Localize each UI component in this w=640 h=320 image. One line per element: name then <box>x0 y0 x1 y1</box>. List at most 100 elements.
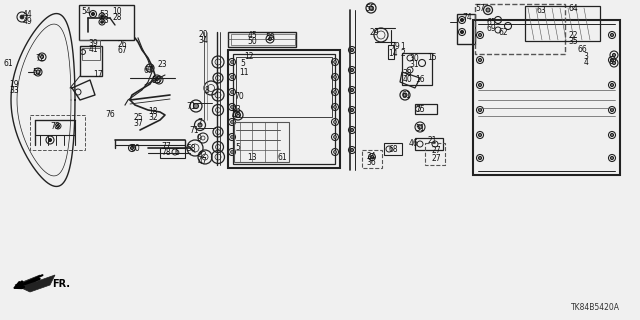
Text: 21: 21 <box>428 135 436 145</box>
Circle shape <box>230 76 234 78</box>
Circle shape <box>351 49 353 52</box>
Text: 48: 48 <box>231 110 241 119</box>
Text: 71: 71 <box>186 101 196 110</box>
Circle shape <box>461 30 463 34</box>
Bar <box>30 115 85 150</box>
Circle shape <box>193 103 198 108</box>
Circle shape <box>230 60 234 63</box>
Polygon shape <box>15 275 55 292</box>
Bar <box>79 5 134 40</box>
Circle shape <box>269 37 271 41</box>
Text: 25: 25 <box>133 113 143 122</box>
Circle shape <box>333 91 337 93</box>
Circle shape <box>612 61 616 65</box>
Text: 32: 32 <box>148 113 158 122</box>
Circle shape <box>236 113 241 117</box>
Bar <box>160 148 185 158</box>
Text: 74: 74 <box>462 12 472 21</box>
Circle shape <box>101 15 103 17</box>
Text: 64: 64 <box>568 4 578 12</box>
Text: 13: 13 <box>247 153 257 162</box>
Circle shape <box>333 76 337 78</box>
Circle shape <box>333 121 337 124</box>
Text: 5: 5 <box>241 59 245 68</box>
Bar <box>457 14 475 44</box>
Circle shape <box>156 77 159 81</box>
Circle shape <box>479 108 481 111</box>
Text: 58: 58 <box>186 143 196 153</box>
Text: TK84B5420A: TK84B5420A <box>571 303 620 313</box>
Circle shape <box>131 147 134 149</box>
Bar <box>228 50 340 168</box>
Text: 40: 40 <box>402 75 412 84</box>
Bar <box>415 138 443 150</box>
Text: 55: 55 <box>365 4 375 12</box>
Bar <box>233 54 335 164</box>
Circle shape <box>351 108 353 111</box>
Text: 18: 18 <box>148 107 157 116</box>
Text: 69: 69 <box>486 23 496 33</box>
Text: 37: 37 <box>133 118 143 127</box>
Bar <box>475 4 565 54</box>
Bar <box>82 48 100 60</box>
Text: 76: 76 <box>105 109 115 118</box>
Text: 72: 72 <box>35 53 45 62</box>
Text: 61: 61 <box>277 153 287 162</box>
Text: 26: 26 <box>117 39 127 49</box>
Text: 16: 16 <box>415 75 425 84</box>
Text: 61: 61 <box>401 91 411 100</box>
Text: 22: 22 <box>568 30 578 39</box>
Circle shape <box>101 21 103 23</box>
Text: 29: 29 <box>369 28 379 36</box>
Bar <box>415 104 437 114</box>
Circle shape <box>611 34 614 36</box>
Circle shape <box>479 156 481 159</box>
Text: 4: 4 <box>584 58 588 67</box>
Text: 45: 45 <box>247 30 257 39</box>
Text: 39: 39 <box>88 38 98 47</box>
Text: 2: 2 <box>401 49 405 58</box>
Text: 75: 75 <box>415 105 425 114</box>
Circle shape <box>479 133 481 137</box>
Text: 70: 70 <box>234 92 244 100</box>
Circle shape <box>198 123 202 127</box>
Text: 77: 77 <box>161 141 171 150</box>
Circle shape <box>371 156 374 158</box>
Circle shape <box>333 60 337 63</box>
Circle shape <box>461 19 463 21</box>
Text: 1: 1 <box>401 42 405 51</box>
Text: 7: 7 <box>198 117 202 126</box>
Text: 23: 23 <box>157 60 167 68</box>
Text: 38: 38 <box>402 68 412 77</box>
Text: 33: 33 <box>9 85 19 94</box>
Bar <box>425 143 445 165</box>
Circle shape <box>351 129 353 132</box>
Text: 79: 79 <box>390 42 400 51</box>
Bar <box>228 32 296 47</box>
Circle shape <box>20 15 24 19</box>
Text: 61: 61 <box>3 59 13 68</box>
Circle shape <box>351 148 353 151</box>
Text: 24: 24 <box>366 151 376 161</box>
Text: 19: 19 <box>9 79 19 89</box>
Text: 14: 14 <box>388 49 398 58</box>
Text: 28: 28 <box>112 12 122 21</box>
Text: 78: 78 <box>161 148 171 156</box>
Circle shape <box>611 59 614 61</box>
Text: 51: 51 <box>415 124 425 132</box>
Bar <box>473 20 620 175</box>
Bar <box>231 34 295 45</box>
Text: 53: 53 <box>99 10 109 19</box>
Text: 9: 9 <box>196 133 202 142</box>
Text: 15: 15 <box>427 52 437 61</box>
Text: 10: 10 <box>112 6 122 15</box>
Text: 46: 46 <box>408 139 418 148</box>
Text: 17: 17 <box>93 69 103 78</box>
Circle shape <box>611 84 614 86</box>
Text: 65: 65 <box>486 18 496 27</box>
Text: 41: 41 <box>88 44 98 53</box>
Text: 63: 63 <box>536 5 546 14</box>
Circle shape <box>351 89 353 92</box>
Text: 8: 8 <box>205 85 209 94</box>
Circle shape <box>92 12 95 15</box>
